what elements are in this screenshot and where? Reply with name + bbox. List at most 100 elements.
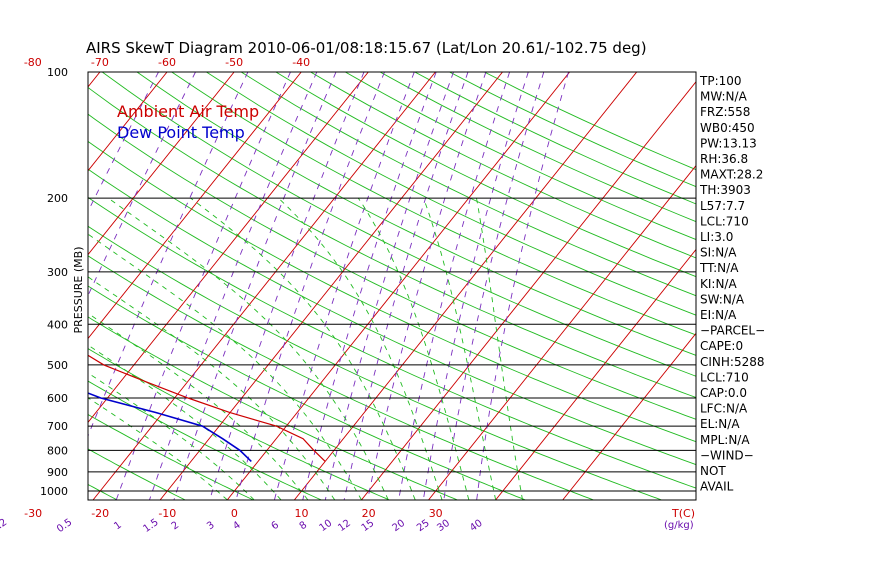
isotherm-line [492,42,862,505]
index-entry: EI:N/A [700,308,737,322]
pressure-tick-label: 900 [47,466,68,479]
dry-adiabat-line [178,53,870,502]
index-entry: WB0:450 [700,121,755,135]
top-temperature-tick-label: -40 [292,56,310,69]
index-entry: L57:7.7 [700,199,745,213]
dry-adiabat-line [0,53,52,502]
mixing-ratio-tick-label: 6 [270,520,282,533]
top-temperature-tick-label: -50 [225,56,243,69]
index-entry: CAP:0.0 [700,386,747,400]
mixing-ratio-tick-label: 15 [360,518,377,534]
dry-adiabat-line [246,53,870,502]
pressure-tick-label: 700 [47,420,68,433]
top-temperature-tick-label: -60 [158,56,176,69]
mixing-ratio-tick-label: 20 [390,518,407,534]
dry-adiabat-line [347,53,870,502]
pressure-tick-label: 400 [47,318,68,331]
mixing-ratio-tick-label: 0.5 [55,517,74,535]
dry-adiabat-line [0,53,734,502]
pressure-tick-label: 1000 [40,485,68,498]
index-entry: SI:N/A [700,246,737,260]
mixing-ratio-line [477,72,569,502]
index-entry: SW:N/A [700,292,745,306]
index-entry: NOT [700,464,726,478]
bottom-temperature-tick-label: 10 [295,507,309,520]
moist-adiabat-line [0,198,254,500]
bottom-temperature-tick-label: -30 [24,507,42,520]
mixing-ratio-tick-label: 4 [231,520,243,533]
index-entry: EL:N/A [700,417,740,431]
isotherm-line [357,42,727,505]
pressure-tick-label: 800 [47,444,68,457]
mixing-ratio-tick-label: 1 [112,520,124,533]
moist-adiabat-line [358,198,469,500]
mixing-ratio-tick-label: 0.2 [0,517,9,535]
index-entry: FRZ:558 [700,105,750,119]
dry-adiabat-line [0,53,666,502]
chart-title: AIRS SkewT Diagram 2010-06-01/08:18:15.6… [86,39,647,57]
legend: Ambient Air Temp Dew Point Temp [117,102,259,142]
bottom-temperature-tick-label: 30 [429,507,443,520]
mixing-ratio-tick-label: 3 [205,520,217,533]
index-entry: RH:36.8 [700,152,748,166]
dry-adiabat-line [448,53,870,502]
index-entry: TT:N/A [699,261,739,275]
index-entry: MPL:N/A [700,433,750,447]
y-axis-label: PRESSURE (MB) [72,247,85,334]
mixing-ratio-tick-label: 12 [336,518,353,534]
dry-adiabat-line [279,53,870,502]
mixing-ratio-axis-label: (g/kg) [664,520,694,531]
index-entry: MAXT:28.2 [700,168,763,182]
mixing-ratio-tick-label: 8 [298,520,310,533]
moist-adiabat-line [38,198,361,500]
pressure-tick-label: 600 [47,392,68,405]
index-entry: MW:N/A [700,90,748,104]
bottom-temperature-tick-label: -20 [91,507,109,520]
dry-adiabat-line [414,53,870,502]
moist-adiabats [0,198,522,500]
dry-adiabat-line [380,53,870,502]
index-entry: LI:3.0 [700,230,733,244]
mixing-ratio-tick-label: 30 [435,518,452,534]
index-entry: CINH:5288 [700,355,765,369]
pressure-tick-label: 100 [47,66,68,79]
pressure-tick-label: 300 [47,266,68,279]
index-entry: LFC:N/A [700,402,748,416]
mixing-ratio-tick-label: 25 [415,518,432,534]
pressure-tick-label: 200 [47,192,68,205]
index-entry: KI:N/A [700,277,737,291]
index-entry: −WIND− [700,448,754,462]
mixing-ratio-line [344,72,468,502]
mixing-ratio-tick-label: 2 [170,520,182,533]
index-entry: TP:100 [699,74,742,88]
moist-adiabat-line [108,198,388,500]
pressure-tick-label: 500 [47,359,68,372]
isotherm-line [290,42,660,505]
dry-adiabat-line [212,53,870,502]
top-temperature-tick-label: -70 [91,56,109,69]
legend-ambient-air-temp: Ambient Air Temp [117,102,259,121]
mixing-ratio-line [236,72,385,502]
index-entry: TH:3903 [699,183,751,197]
index-entry: LCL:710 [700,370,749,384]
top-temperature-tick-label: -80 [24,56,42,69]
mixing-ratio-line [444,72,544,502]
index-entry: CAPE:0 [700,339,743,353]
temperature-axis-label: T(C) [671,507,695,520]
index-entry: LCL:710 [700,214,749,228]
tick-labels: 1002003004005006007008009001000-120-110-… [0,56,695,535]
mixing-ratio-tick-label: 10 [318,518,335,534]
index-entry: −PARCEL− [700,324,765,338]
moist-adiabat-line [424,198,496,500]
legend-dew-point-temp: Dew Point Temp [117,123,245,142]
index-entry: AVAIL [700,480,734,494]
moist-adiabat-line [0,198,281,500]
index-entry: PW:13.13 [700,136,757,150]
mixing-ratio-tick-label: 40 [468,518,485,534]
isotherm-line [223,42,593,505]
bottom-temperature-tick-label: -10 [158,507,176,520]
bottom-temperature-tick-label: 0 [231,507,238,520]
